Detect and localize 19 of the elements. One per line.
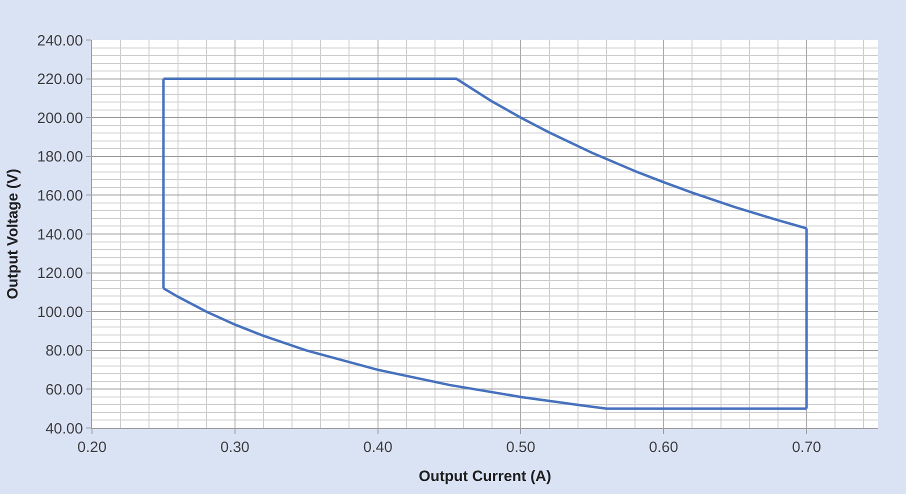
x-tick-label: 0.20 [77,439,107,456]
y-tick-label: 180.00 [37,148,83,166]
y-tick-label: 220.00 [37,71,83,88]
x-tick-label: 0.70 [792,439,822,456]
y-tick-label: 120.00 [37,265,83,282]
x-tick-label: 0.40 [363,439,392,456]
x-axis-title: Output Current (A) [418,468,552,485]
y-tick-label: 40.00 [45,420,83,438]
y-tick-label: 240.00 [37,32,83,50]
y-tick-label: 80.00 [45,342,83,360]
y-tick-label: 60.00 [45,381,83,398]
x-tick-label: 0.30 [220,439,250,456]
y-tick-label: 160.00 [37,187,83,204]
y-tick-label: 100.00 [37,304,83,321]
y-tick-label: 140.00 [37,226,83,244]
x-tick-label: 0.60 [649,439,678,456]
y-axis-title: Output Voltage (V) [4,168,22,300]
y-tick-label: 200.00 [37,110,83,127]
x-tick-label: 0.50 [506,439,536,456]
